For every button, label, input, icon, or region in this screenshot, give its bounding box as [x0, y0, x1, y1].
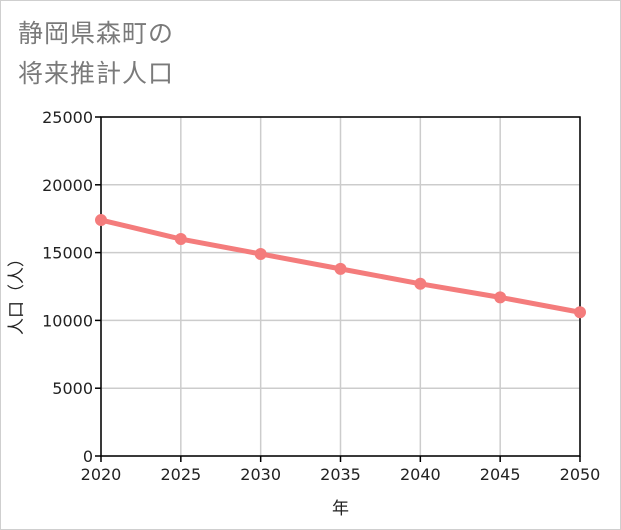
- series-layer: [95, 214, 586, 319]
- x-axis-label: 年: [332, 499, 349, 519]
- data-point[interactable]: [414, 277, 427, 290]
- y-axis-label: 人口（人）: [7, 250, 27, 335]
- y-tick-label: 20000: [42, 176, 93, 195]
- y-tick-label: 5000: [52, 379, 93, 398]
- x-tick-label: 2040: [400, 465, 441, 484]
- data-point[interactable]: [174, 233, 187, 246]
- data-point[interactable]: [95, 214, 107, 227]
- grid-lines: [100, 116, 581, 457]
- chart-title-line-2: 将来推計人口: [18, 59, 175, 88]
- data-point[interactable]: [574, 306, 586, 319]
- chart-title-line-1: 静岡県森町の: [18, 19, 175, 48]
- x-tick-label: 2050: [560, 465, 601, 484]
- x-axis-ticks: 2020 2025 2030 2035 2040 2045 2050: [81, 456, 601, 484]
- x-tick-label: 2045: [480, 465, 521, 484]
- x-tick-label: 2035: [320, 465, 361, 484]
- data-point[interactable]: [254, 247, 267, 260]
- x-tick-label: 2030: [240, 465, 281, 484]
- x-tick-label: 2020: [81, 465, 122, 484]
- y-axis-ticks: 0 5000 10000 15000 20000 25000: [42, 108, 101, 466]
- y-tick-label: 0: [83, 447, 93, 466]
- y-tick-label: 10000: [42, 311, 93, 330]
- y-tick-label: 25000: [42, 108, 93, 127]
- data-point[interactable]: [334, 262, 347, 275]
- y-tick-label: 15000: [42, 244, 93, 263]
- data-point[interactable]: [494, 291, 507, 304]
- x-tick-label: 2025: [160, 465, 201, 484]
- chart-title: 静岡県森町の 将来推計人口: [18, 14, 174, 94]
